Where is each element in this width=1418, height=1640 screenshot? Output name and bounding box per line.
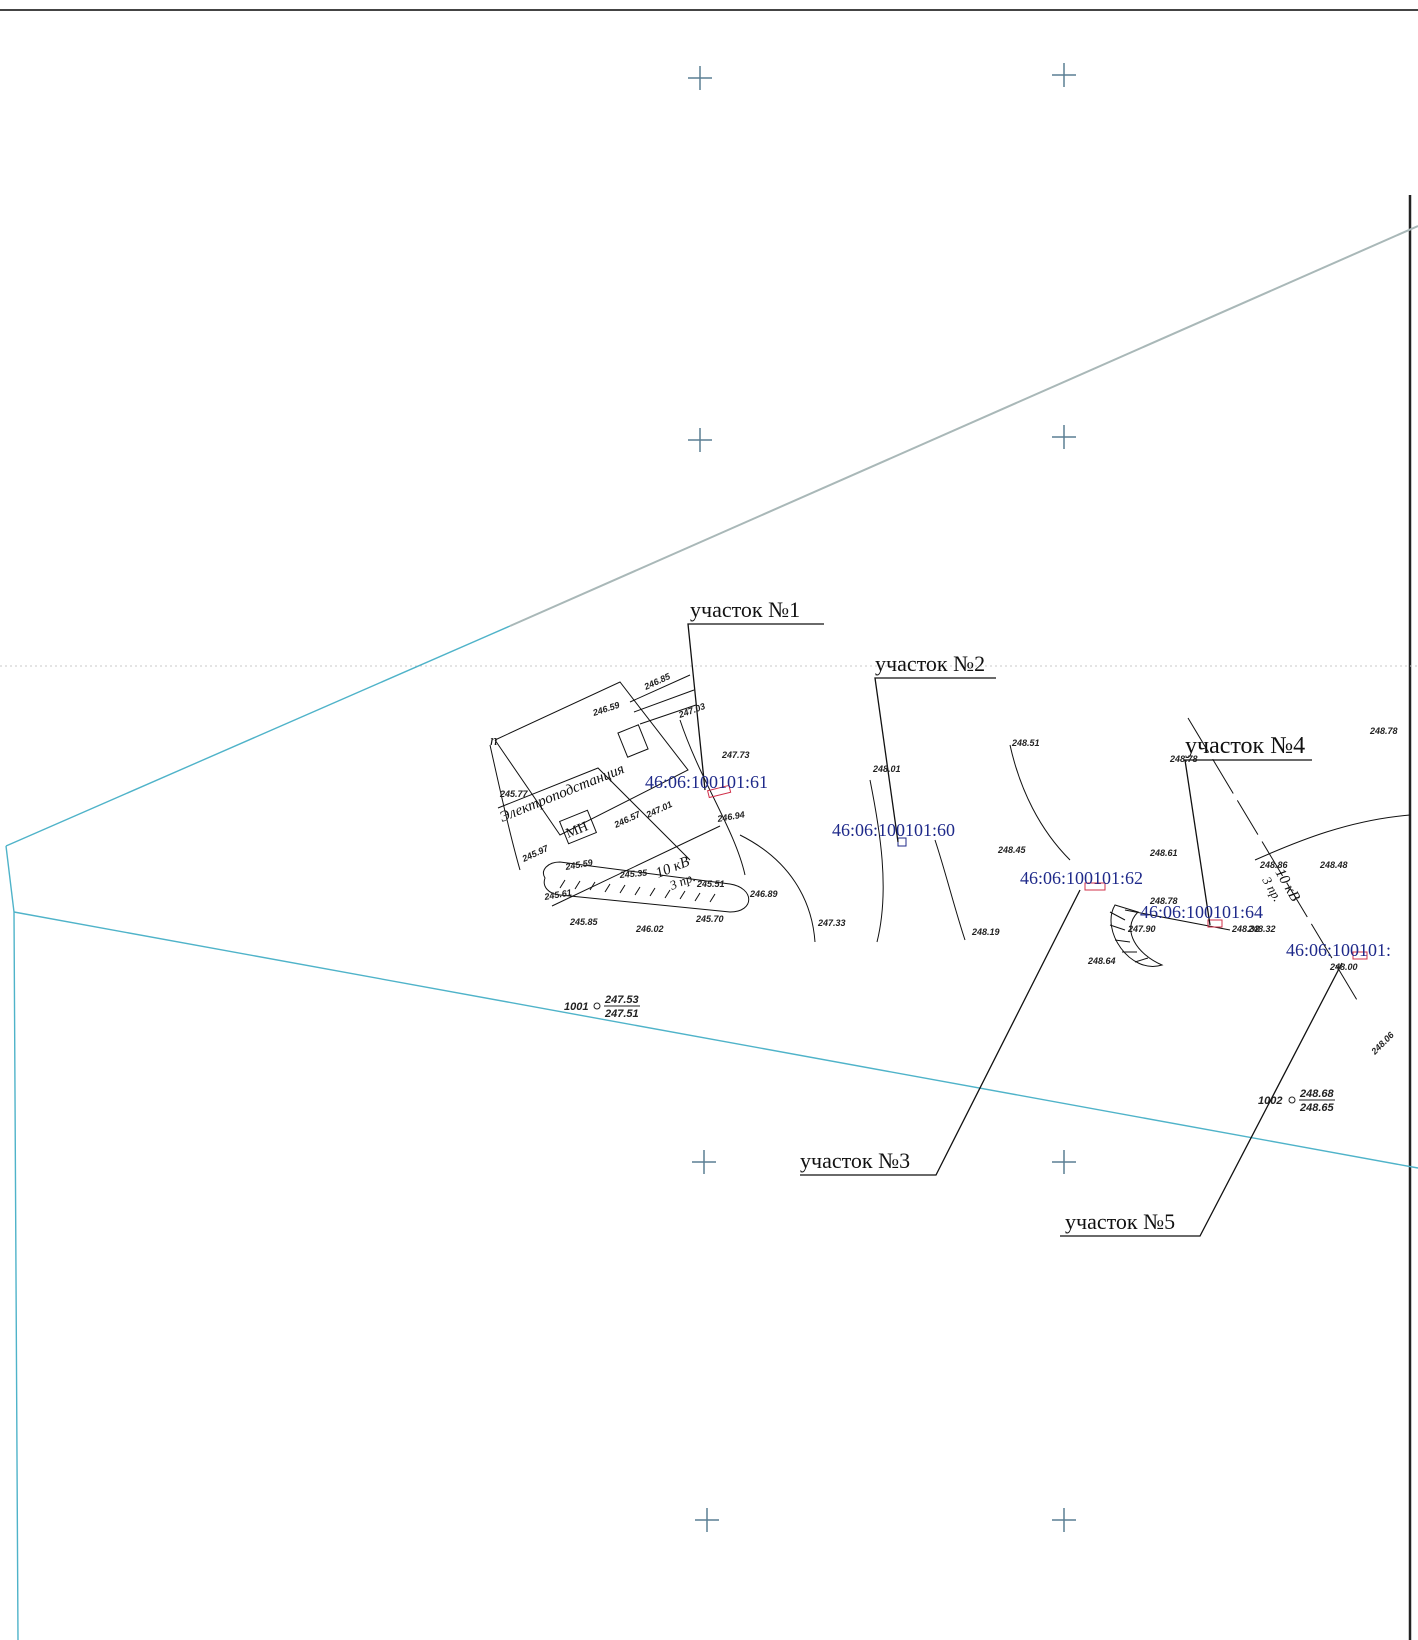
power-line-10kv-east xyxy=(1187,717,1361,1006)
spot-elevation: 246.02 xyxy=(635,924,664,934)
contour-line xyxy=(679,719,746,876)
grid-cross-icon xyxy=(1052,1508,1076,1532)
benchmark-bottom: 247.51 xyxy=(604,1008,639,1020)
benchmark-id: 1002 xyxy=(1258,1095,1282,1107)
benchmarks: 1001 247.53 247.51 1002 248.68 248.65 xyxy=(564,994,1335,1114)
cadastral-number: 46:06:100101:64 xyxy=(1140,902,1263,922)
plot-label-3: участок №3 xyxy=(800,1148,910,1173)
grid-cross-icon xyxy=(688,66,712,90)
spot-elevation: 248.78 xyxy=(1149,896,1178,906)
benchmark-1001: 1001 247.53 247.51 xyxy=(564,994,640,1020)
mn-box-label: МН xyxy=(564,819,591,841)
spot-elevation: 248.78 xyxy=(1169,754,1198,764)
spot-elevation: 247.01 xyxy=(644,799,674,820)
spot-elevation: 248.06 xyxy=(1369,1029,1397,1057)
mn-box-frame xyxy=(558,809,598,845)
spot-elevation: 246.85 xyxy=(642,671,673,693)
contour-line xyxy=(739,834,816,943)
contour-line xyxy=(489,744,521,871)
boundary-west-line xyxy=(5,845,19,1640)
spot-elevation: 247.33 xyxy=(817,918,846,928)
spot-elevation: 247.90 xyxy=(1127,924,1156,934)
spot-elevation: 248.45 xyxy=(997,845,1027,855)
boundary-south-line xyxy=(13,911,1418,1169)
spot-elevation: 247.03 xyxy=(676,701,706,720)
plot-label-4: участок №4 xyxy=(1185,733,1305,759)
spot-elevation: 246.94 xyxy=(716,809,746,824)
grid-cross-icon xyxy=(1052,1150,1076,1174)
contour-line xyxy=(934,839,966,941)
spot-elevation: 245.85 xyxy=(569,917,599,927)
benchmark-top: 247.53 xyxy=(604,994,639,1006)
slope-hatch xyxy=(543,861,750,913)
topo-linework xyxy=(489,674,1411,1006)
plot-leaders xyxy=(687,623,1343,1237)
spot-elevation: 246.89 xyxy=(749,889,778,899)
spot-elevation: 245.35 xyxy=(618,868,648,881)
fragment-label: n xyxy=(490,733,498,749)
slope-hatch-crescent xyxy=(1110,904,1164,967)
plot-label-2: участок №2 xyxy=(875,651,985,676)
grid-cross-icon xyxy=(1052,63,1076,87)
boundary-north-line xyxy=(5,625,511,847)
contour-line xyxy=(869,779,884,943)
spot-elevation: 248.19 xyxy=(971,927,1000,937)
spot-elevation: 248.01 xyxy=(872,764,901,774)
parcel-marker xyxy=(1084,882,1106,891)
contour-line xyxy=(1254,814,1411,861)
parcel-marker xyxy=(1207,919,1223,928)
parcel-marker xyxy=(706,784,732,799)
spot-elevation: 248.64 xyxy=(1087,956,1116,966)
spot-elevation: 248.00 xyxy=(1329,962,1358,972)
spot-elevation: 248.51 xyxy=(1011,738,1040,748)
cadastral-number: 46:06:100101:61 xyxy=(645,772,768,792)
spot-elevation: 245.51 xyxy=(696,879,725,889)
spot-elevation: 246.57 xyxy=(612,809,643,831)
grid-cross-icon xyxy=(688,428,712,452)
power-line-10kv xyxy=(551,825,721,907)
cadastral-number: 46:06:100101: xyxy=(1286,940,1391,960)
spot-elevation: 245.59 xyxy=(564,857,594,872)
contour-line xyxy=(1009,744,1071,861)
spot-elevation: 248.86 xyxy=(1259,860,1289,870)
grid-cross-icon xyxy=(692,1150,716,1174)
benchmark-id: 1001 xyxy=(564,1001,588,1013)
spot-elevation: 245.77 xyxy=(499,789,529,799)
spot-elevation: 245.97 xyxy=(520,843,551,865)
cadastral-number: 46:06:100101:60 xyxy=(832,820,955,840)
cadastral-number: 46:06:100101:62 xyxy=(1020,868,1143,888)
plot-labels: участок №1 участок №2 участок №3 участок… xyxy=(690,597,1305,1234)
benchmark-1002: 1002 248.68 248.65 xyxy=(1258,1088,1335,1114)
plot-label-1: участок №1 xyxy=(690,597,800,622)
spot-elevation: 248.48 xyxy=(1319,860,1348,870)
grid-cross-icon xyxy=(695,1508,719,1532)
plot-label-5: участок №5 xyxy=(1065,1209,1175,1234)
territory-boundary xyxy=(5,225,1418,1640)
boundary-north-line-gray xyxy=(509,225,1418,627)
parcel-marker xyxy=(1352,951,1368,960)
spot-elevation: 247.73 xyxy=(721,750,750,760)
transformer-frame xyxy=(617,724,649,758)
spot-elevation: 248.78 xyxy=(1369,726,1398,736)
substation-fence xyxy=(494,681,689,836)
substation-access xyxy=(497,767,691,861)
benchmark-top: 248.68 xyxy=(1299,1088,1335,1100)
spot-elevation: 248.32 xyxy=(1247,924,1276,934)
spot-elevation: 245.61 xyxy=(543,887,573,902)
spot-elevation: 245.70 xyxy=(695,914,724,924)
cadastral-numbers: 46:06:100101:61 46:06:100101:60 46:06:10… xyxy=(645,772,1391,960)
spot-elevation: 246.59 xyxy=(591,700,621,718)
benchmark-bottom: 248.65 xyxy=(1299,1102,1335,1114)
grid-crosses xyxy=(688,63,1076,1532)
spot-elevation: 248.61 xyxy=(1149,848,1178,858)
grid-cross-icon xyxy=(1052,425,1076,449)
spot-elevation: 248.32 xyxy=(1231,924,1260,934)
map-frame xyxy=(0,9,1418,1640)
